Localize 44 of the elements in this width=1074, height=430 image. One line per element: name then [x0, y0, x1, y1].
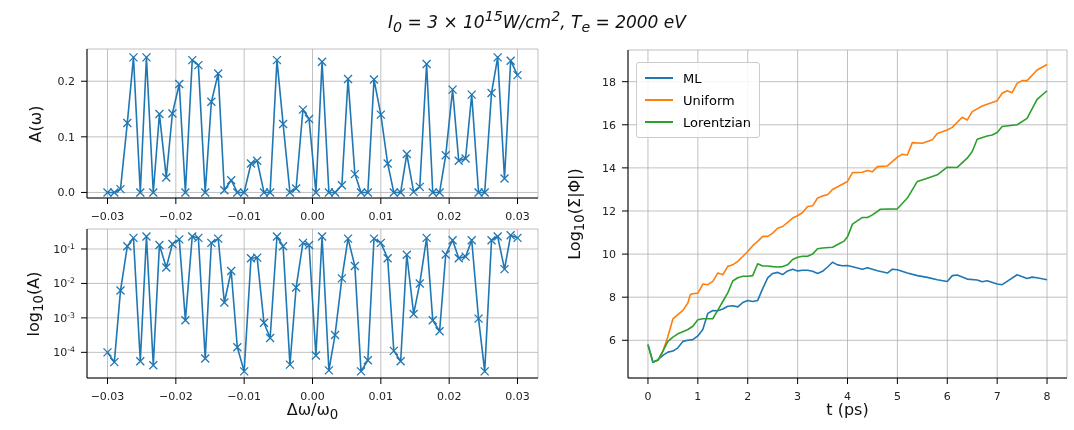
x-tick-label: 8 — [1043, 390, 1051, 403]
x-tick-label: −0.02 — [158, 390, 193, 403]
x-tick-label: −0.02 — [158, 210, 193, 223]
x-tick-label: 0.02 — [436, 390, 462, 403]
legend-label: Lorentzian — [683, 114, 752, 130]
y-tick-label: 14 — [602, 161, 616, 175]
y-axis-title: A(ω) — [25, 105, 45, 142]
x-tick-label: 0.03 — [505, 390, 530, 403]
y-tick-label: 6 — [609, 334, 616, 348]
x-tick-label: 5 — [893, 390, 901, 403]
x-tick-label: 2 — [744, 390, 752, 403]
y-tick-label: 10$^{-4}$ — [53, 344, 76, 360]
y-tick-label: 0.0 — [57, 186, 75, 200]
y-tick-label: 16 — [602, 118, 616, 132]
x-tick-label: 0.01 — [368, 210, 394, 223]
y-tick-label: 0.2 — [57, 75, 75, 89]
x-tick-label: 4 — [844, 390, 851, 403]
y-tick-label: 10 — [602, 248, 616, 262]
x-tick-label: 0.00 — [300, 210, 325, 223]
x-tick-label: 0.00 — [300, 390, 325, 403]
x-axis-title: t (ps) — [826, 400, 869, 419]
x-tick-label: −0.01 — [227, 210, 262, 223]
x-tick-label: −0.01 — [227, 390, 262, 403]
y-tick-label: 0.1 — [57, 130, 75, 144]
x-tick-label: 0.01 — [368, 390, 394, 403]
legend-label: ML — [683, 70, 702, 86]
x-tick-label: 0 — [644, 390, 652, 403]
x-tick-label: 6 — [943, 390, 951, 403]
y-tick-label: 18 — [602, 75, 616, 89]
x-tick-label: 0.02 — [436, 210, 462, 223]
x-tick-label: −0.03 — [90, 390, 125, 403]
x-tick-label: 1 — [694, 390, 702, 403]
chart-title: I$_{0}$ = 3 × 10$^{15}$W/cm$^{2}$, T$_{e}$ = 2000 eV — [388, 8, 686, 36]
legend-label: Uniform — [683, 92, 735, 108]
y-tick-label: 12 — [602, 204, 616, 218]
x-tick-label: −0.03 — [90, 210, 125, 223]
x-tick-label: 7 — [993, 390, 1001, 403]
y-tick-label: 8 — [609, 291, 616, 305]
y-tick-label: 10$^{-3}$ — [53, 310, 76, 325]
y-tick-label: 10$^{-1}$ — [53, 241, 76, 256]
x-tick-label: 0.03 — [505, 210, 530, 223]
y-tick-label: 10$^{-2}$ — [53, 275, 76, 291]
x-tick-label: 3 — [794, 390, 802, 403]
x-axis-title: Δω/ω$_{0}$ — [286, 400, 339, 423]
